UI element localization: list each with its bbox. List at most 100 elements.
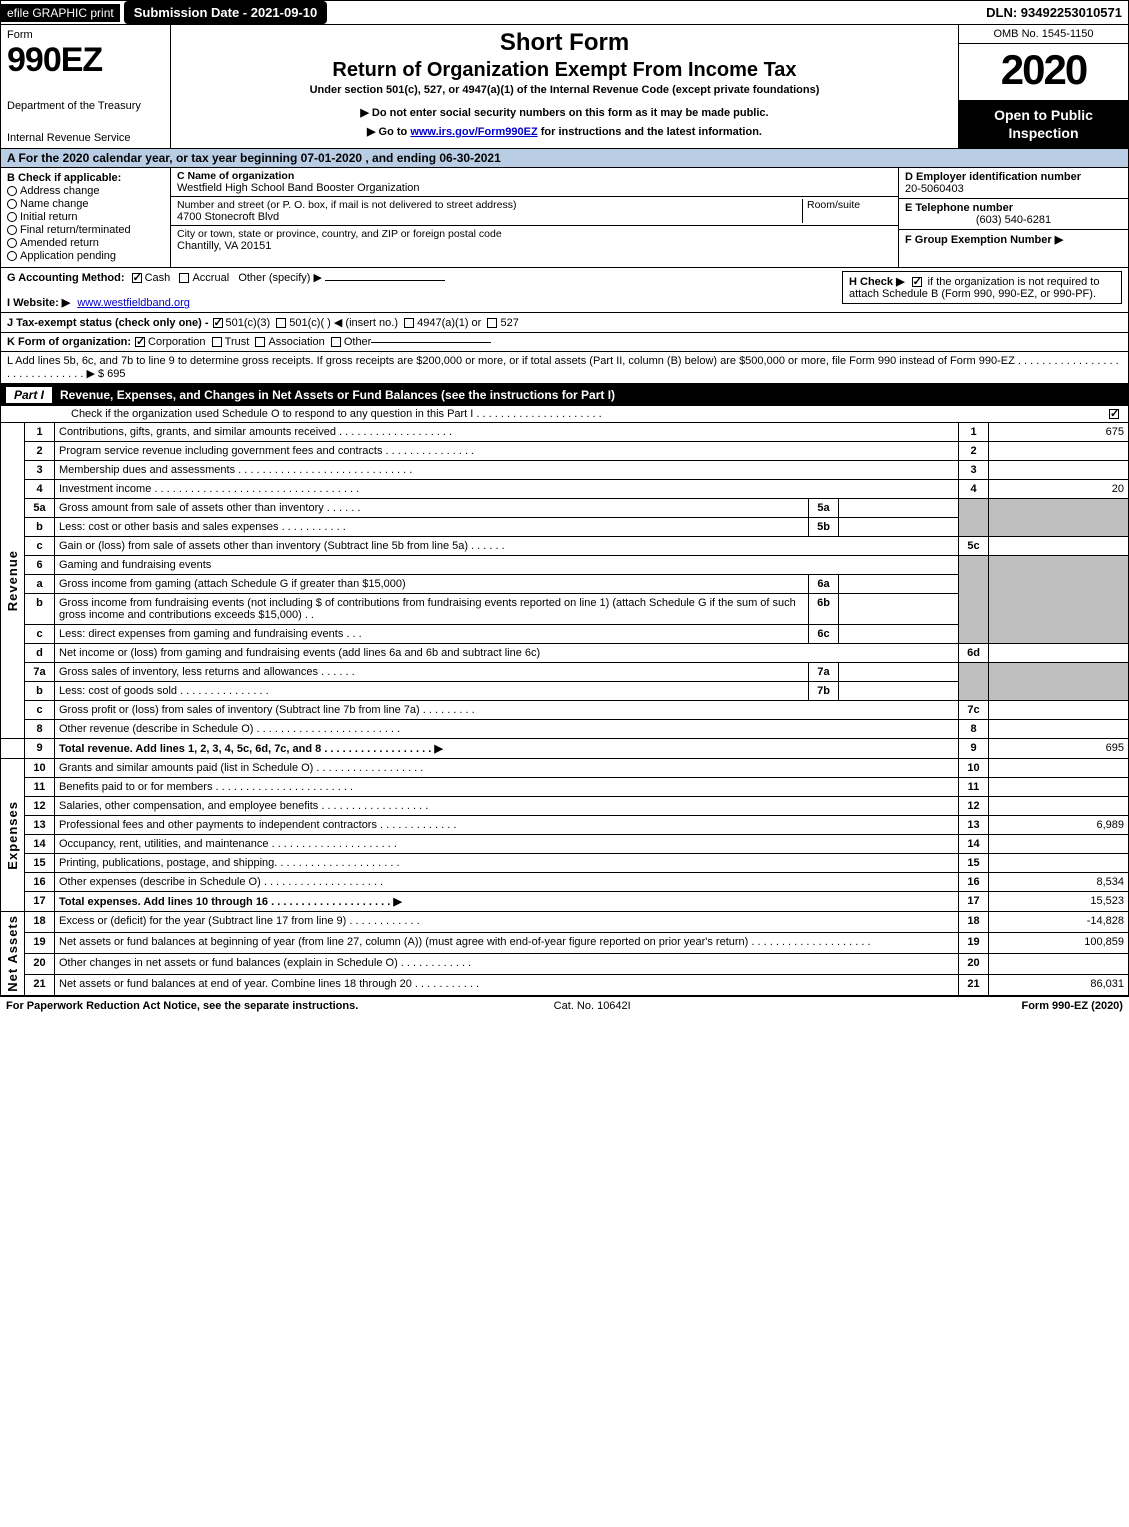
val-1: 675	[989, 423, 1129, 442]
chk-association[interactable]	[255, 337, 265, 347]
c-label: C Name of organization	[177, 170, 294, 182]
part1-label: Part I	[6, 387, 52, 403]
chk-501c3[interactable]	[213, 318, 223, 328]
val-18: -14,828	[989, 912, 1129, 933]
goto-line: ▶ Go to www.irs.gov/Form990EZ for instru…	[179, 125, 950, 138]
line-7c: cGross profit or (loss) from sales of in…	[1, 701, 1129, 720]
ein-row: D Employer identification number 20-5060…	[899, 168, 1128, 199]
chk-amended[interactable]: Amended return	[7, 237, 164, 249]
addr-label: Number and street (or P. O. box, if mail…	[177, 199, 516, 211]
val-15	[989, 854, 1129, 873]
footer-left: For Paperwork Reduction Act Notice, see …	[6, 1000, 358, 1012]
omb-number: OMB No. 1545-1150	[959, 25, 1128, 44]
val-2	[989, 442, 1129, 461]
l-text: L Add lines 5b, 6c, and 7b to line 9 to …	[7, 355, 1122, 380]
group-exempt-row: F Group Exemption Number ▶	[899, 230, 1128, 267]
line-7a: 7aGross sales of inventory, less returns…	[1, 663, 1129, 682]
b-label: B Check if applicable:	[7, 172, 164, 184]
section-b: B Check if applicable: Address change Na…	[1, 168, 171, 267]
val-7b	[839, 682, 959, 701]
dln: DLN: 93492253010571	[986, 5, 1128, 20]
chk-application-pending[interactable]: Application pending	[7, 250, 164, 262]
chk-corporation[interactable]	[135, 337, 145, 347]
line-13: 13Professional fees and other payments t…	[1, 816, 1129, 835]
val-21: 86,031	[989, 975, 1129, 996]
submission-date: Submission Date - 2021-09-10	[124, 1, 328, 24]
line-2: 2Program service revenue including gover…	[1, 442, 1129, 461]
line-10: Expenses 10Grants and similar amounts pa…	[1, 759, 1129, 778]
chk-501c[interactable]	[276, 318, 286, 328]
irs-link[interactable]: www.irs.gov/Form990EZ	[410, 126, 537, 138]
j-label: J Tax-exempt status (check only one) -	[7, 317, 209, 329]
part1-header: Part I Revenue, Expenses, and Changes in…	[0, 384, 1129, 406]
ghijkl-block: G Accounting Method: Cash Accrual Other …	[0, 268, 1129, 384]
inspection-badge: Open to Public Inspection	[959, 100, 1128, 148]
org-name-row: C Name of organization Westfield High Sc…	[171, 168, 898, 197]
f-label: F Group Exemption Number ▶	[905, 234, 1063, 246]
side-expenses: Expenses	[1, 759, 25, 912]
dept-treasury: Department of the Treasury	[7, 100, 164, 112]
part1-title: Revenue, Expenses, and Changes in Net As…	[60, 388, 615, 402]
part1-table: Revenue 1 Contributions, gifts, grants, …	[0, 422, 1129, 996]
val-7c	[989, 701, 1129, 720]
efile-label: efile GRAPHIC print	[1, 4, 120, 22]
org-name: Westfield High School Band Booster Organ…	[177, 182, 420, 194]
city-row: City or town, state or province, country…	[171, 226, 898, 254]
form-header: Form 990EZ Department of the Treasury In…	[0, 25, 1129, 149]
section-def: D Employer identification number 20-5060…	[898, 168, 1128, 267]
chk-address-change[interactable]: Address change	[7, 185, 164, 197]
line-19: 19Net assets or fund balances at beginni…	[1, 933, 1129, 954]
goto-post: for instructions and the latest informat…	[538, 126, 762, 138]
h-box: H Check ▶ if the organization is not req…	[842, 271, 1122, 304]
chk-final-return[interactable]: Final return/terminated	[7, 224, 164, 236]
line-6: 6Gaming and fundraising events	[1, 556, 1129, 575]
form-word: Form	[7, 29, 164, 41]
chk-initial-return[interactable]: Initial return	[7, 211, 164, 223]
val-6a	[839, 575, 959, 594]
val-10	[989, 759, 1129, 778]
chk-4947[interactable]	[404, 318, 414, 328]
val-17: 15,523	[989, 892, 1129, 912]
chk-schedule-o[interactable]	[1109, 409, 1119, 419]
phone-val: (603) 540-6281	[905, 214, 1122, 226]
title-return: Return of Organization Exempt From Incom…	[179, 59, 950, 82]
line-11: 11Benefits paid to or for members . . . …	[1, 778, 1129, 797]
line-17: 17Total expenses. Add lines 10 through 1…	[1, 892, 1129, 912]
line-5a: 5aGross amount from sale of assets other…	[1, 499, 1129, 518]
chk-trust[interactable]	[212, 337, 222, 347]
chk-name-change[interactable]: Name change	[7, 198, 164, 210]
val-5b	[839, 518, 959, 537]
chk-accrual[interactable]	[179, 273, 189, 283]
val-5a	[839, 499, 959, 518]
d-label: D Employer identification number	[905, 171, 1081, 183]
val-8	[989, 720, 1129, 739]
entity-block: B Check if applicable: Address change Na…	[0, 168, 1129, 268]
g-label: G Accounting Method:	[7, 272, 125, 284]
line-21: 21Net assets or fund balances at end of …	[1, 975, 1129, 996]
chk-527[interactable]	[487, 318, 497, 328]
line-9: 9Total revenue. Add lines 1, 2, 3, 4, 5c…	[1, 739, 1129, 759]
chk-other-org[interactable]	[331, 337, 341, 347]
val-4: 20	[989, 480, 1129, 499]
website-link[interactable]: www.westfieldband.org	[77, 297, 190, 309]
e-label: E Telephone number	[905, 202, 1013, 214]
row-k: K Form of organization: Corporation Trus…	[1, 333, 1128, 352]
line-3: 3Membership dues and assessments . . . .…	[1, 461, 1129, 480]
val-3	[989, 461, 1129, 480]
chk-cash[interactable]	[132, 273, 142, 283]
val-6d	[989, 644, 1129, 663]
val-12	[989, 797, 1129, 816]
row-l: L Add lines 5b, 6c, and 7b to line 9 to …	[1, 352, 1128, 383]
chk-schedule-b-not-required[interactable]	[912, 277, 922, 287]
section-c: C Name of organization Westfield High Sc…	[171, 168, 898, 267]
form-number: 990EZ	[7, 41, 164, 80]
val-5c	[989, 537, 1129, 556]
val-16: 8,534	[989, 873, 1129, 892]
topbar: efile GRAPHIC print Submission Date - 20…	[0, 0, 1129, 25]
header-right: OMB No. 1545-1150 2020 Open to Public In…	[958, 25, 1128, 148]
line-14: 14Occupancy, rent, utilities, and mainte…	[1, 835, 1129, 854]
val-20	[989, 954, 1129, 975]
tax-year: 2020	[959, 44, 1128, 100]
line-4: 4Investment income . . . . . . . . . . .…	[1, 480, 1129, 499]
footer: For Paperwork Reduction Act Notice, see …	[0, 996, 1129, 1015]
